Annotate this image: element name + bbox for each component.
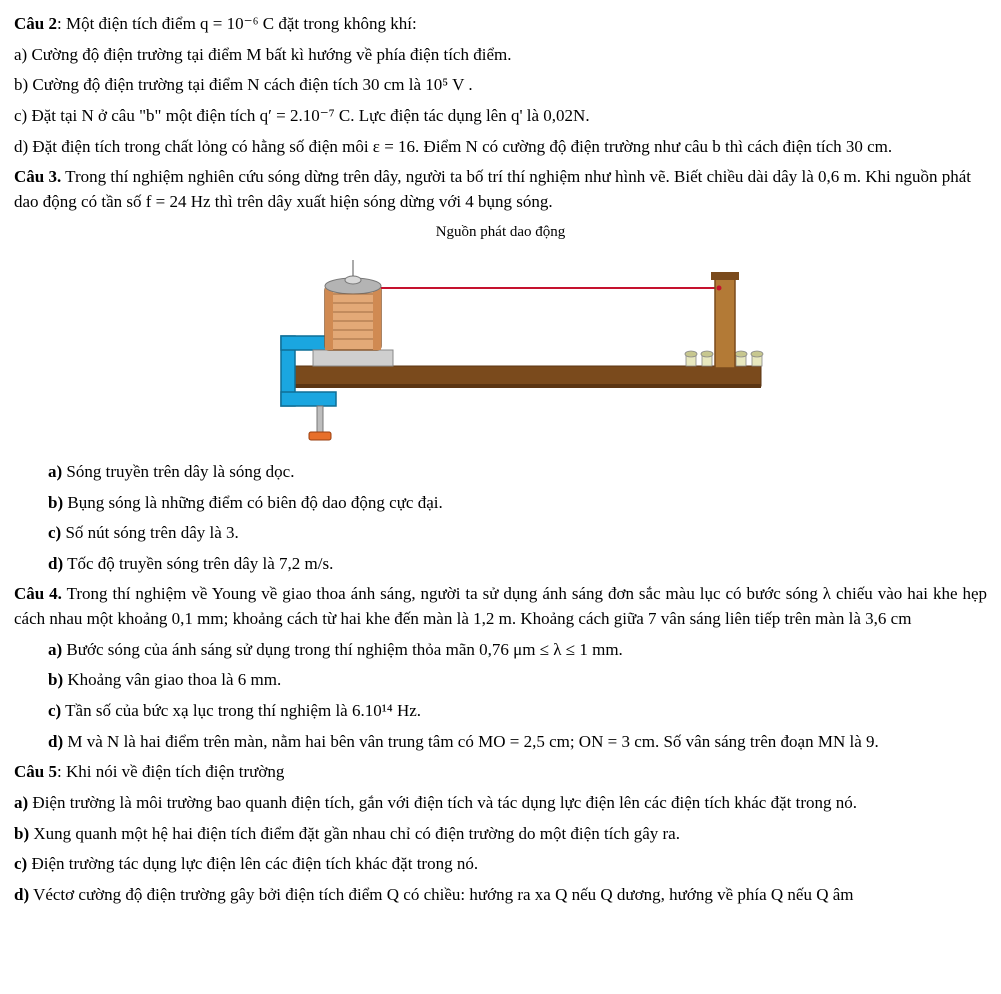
- q4-option-c: c) Tần số của bức xạ lục trong thí nghiệ…: [14, 699, 987, 724]
- q5-title-strong: Câu 5: [14, 762, 57, 781]
- q2-option-b: b) Cường độ điện trường tại điểm N cách …: [14, 73, 987, 98]
- q5-title: Câu 5: Khi nói về điện tích điện trường: [14, 760, 987, 785]
- q2-option-a: a) Cường độ điện trường tại điểm M bất k…: [14, 43, 987, 68]
- q3-option-c: c) Số nút sóng trên dây là 3.: [14, 521, 987, 546]
- q3-option-b: b) Bụng sóng là những điểm có biên độ da…: [14, 491, 987, 516]
- q4-option-d: d) M và N là hai điểm trên màn, nằm hai …: [14, 730, 987, 755]
- q4-title-strong: Câu 4.: [14, 584, 62, 603]
- q4-title: Câu 4. Trong thí nghiệm về Young về giao…: [14, 582, 987, 631]
- q5-option-c: c) Điện trường tác dụng lực điện lên các…: [14, 852, 987, 877]
- q2-title: Câu 2: Một điện tích điểm q = 10⁻⁶ C đặt…: [14, 12, 987, 37]
- q2-option-d: d) Đặt điện tích trong chất lỏng có hằng…: [14, 135, 987, 160]
- q5-option-b: b) Xung quanh một hệ hai điện tích điểm …: [14, 822, 987, 847]
- q5-option-d: d) Véctơ cường độ điện trường gây bởi đi…: [14, 883, 987, 908]
- q4-title-rest: Trong thí nghiệm về Young về giao thoa á…: [14, 584, 987, 628]
- q4-option-b: b) Khoảng vân giao thoa là 6 mm.: [14, 668, 987, 693]
- q2-title-strong: Câu 2: [14, 14, 57, 33]
- q5-option-a: a) Điện trường là môi trường bao quanh đ…: [14, 791, 987, 816]
- q3-option-a: a) Sóng truyền trên dây là sóng dọc.: [14, 460, 987, 485]
- q3-title: Câu 3. Trong thí nghiệm nghiên cứu sóng …: [14, 165, 987, 214]
- q5-title-rest: : Khi nói về điện tích điện trường: [57, 762, 284, 781]
- q3-title-strong: Câu 3.: [14, 167, 61, 186]
- q3-option-d: d) Tốc độ truyền sóng trên dây là 7,2 m/…: [14, 552, 987, 577]
- q3-title-rest: Trong thí nghiệm nghiên cứu sóng dừng tr…: [14, 167, 971, 211]
- q2-option-c: c) Đặt tại N ở câu "b" một điện tích q′ …: [14, 104, 987, 129]
- q3-figure: Nguồn phát dao động: [14, 222, 987, 453]
- q2-title-rest: : Một điện tích điểm q = 10⁻⁶ C đặt tron…: [57, 14, 417, 33]
- q4-option-a: a) Bước sóng của ánh sáng sử dụng trong …: [14, 638, 987, 663]
- experiment-diagram: [221, 246, 781, 446]
- q3-figure-label: Nguồn phát dao động: [14, 222, 987, 244]
